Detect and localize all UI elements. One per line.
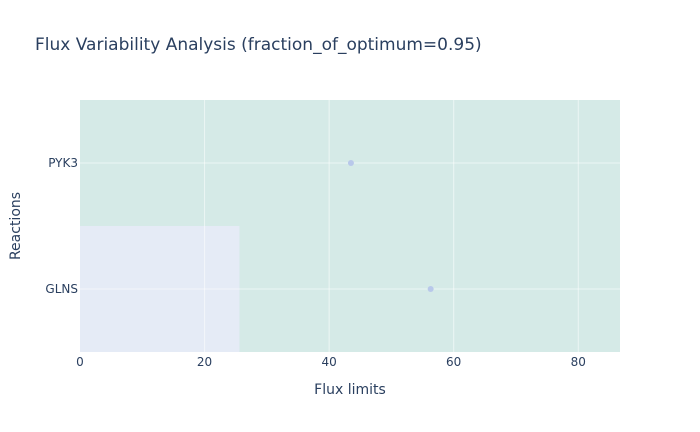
x-tick-label-80: 80 bbox=[571, 355, 586, 369]
y-tick-label-pyk3: PYK3 bbox=[48, 156, 78, 170]
data-point-pyk3[interactable] bbox=[347, 160, 354, 166]
chart-title: Flux Variability Analysis (fraction_of_o… bbox=[35, 35, 482, 55]
x-tick-label-20: 20 bbox=[197, 355, 212, 369]
x-tick-label-40: 40 bbox=[321, 355, 336, 369]
y-tick-label-glns: GLNS bbox=[45, 282, 78, 296]
y-axis-title: Reactions bbox=[8, 192, 24, 260]
x-tick-label-60: 60 bbox=[446, 355, 461, 369]
data-point-glns[interactable] bbox=[427, 286, 434, 292]
x-axis-title: Flux limits bbox=[314, 382, 386, 398]
x-tick-label-0: 0 bbox=[76, 355, 84, 369]
